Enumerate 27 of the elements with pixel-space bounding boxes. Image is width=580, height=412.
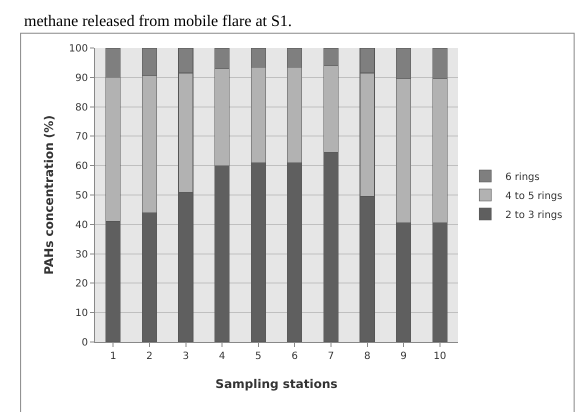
y-tick-label: 70 [75,132,88,143]
y-tick-label: 40 [75,220,88,231]
x-tick-label: 3 [182,351,189,362]
y-tick-label: 0 [82,338,88,348]
x-tick-label: 10 [433,351,446,362]
x-tick-label: 9 [400,351,407,362]
x-tick-label: 7 [328,351,334,362]
y-tick-label: 90 [75,72,88,84]
y-tick-label: 10 [75,308,88,320]
x-tick-label: 1 [110,351,116,362]
y-tick-label: 80 [75,102,88,114]
x-tick-label: 8 [364,351,370,362]
y-axis-title: PAHs concentration (%) [42,115,56,275]
legend-label: 6 rings [505,172,540,183]
x-tick-label: 4 [218,351,226,362]
x-axis-title: Sampling stations [215,376,338,391]
y-tick-label: 20 [75,278,88,290]
legend-label: 2 to 3 rings [505,210,562,221]
x-tick-label: 2 [146,351,153,362]
x-tick-label: 5 [255,351,262,362]
y-tick-label: 100 [68,44,88,54]
x-tick-label: 6 [291,351,298,362]
y-tick-label: 60 [75,161,88,172]
y-tick-label: 50 [75,190,88,202]
text: methane released from mobile flare at S1. [24,13,292,30]
y-tick-label: 30 [75,249,88,260]
legend-label: 4 to 5 rings [505,190,562,202]
